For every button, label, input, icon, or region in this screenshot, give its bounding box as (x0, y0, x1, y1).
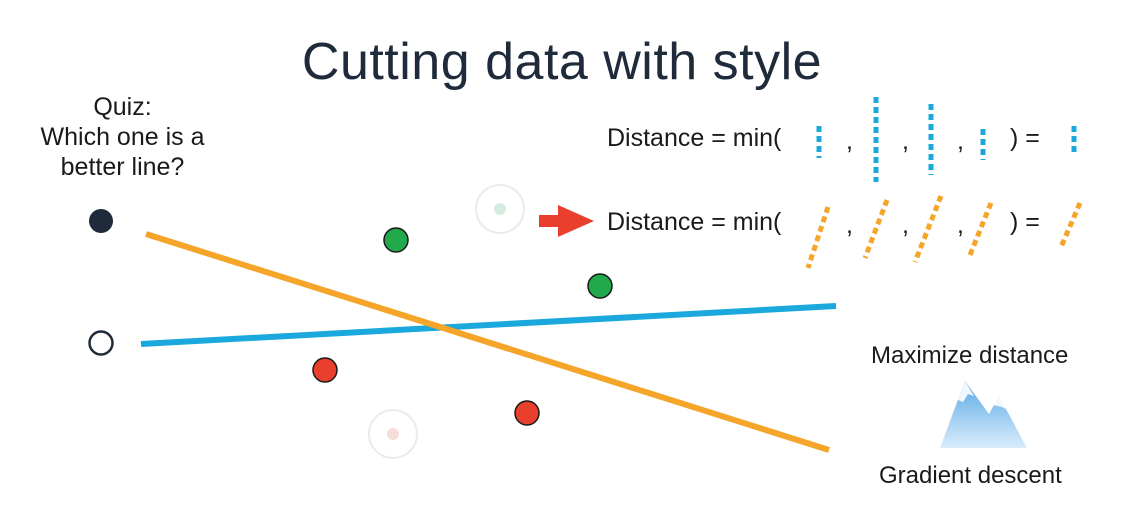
red-point (514, 400, 540, 426)
quiz-line-2: Which one is a (40, 123, 205, 151)
legend-filled-point (89, 209, 113, 233)
green-point (587, 273, 613, 299)
gradient-descent-label: Gradient descent (879, 462, 1062, 489)
maximize-distance-label: Maximize distance (871, 342, 1069, 369)
orange-distance-3 (912, 195, 944, 263)
comma-orange-2: , (902, 211, 909, 239)
blue-line (140, 303, 837, 347)
green-point (383, 227, 409, 253)
close-orange: ) = (1010, 208, 1040, 236)
right-arrow-icon (539, 205, 594, 237)
comma-orange-3: , (957, 211, 964, 239)
distance-label-orange: Distance = min( (607, 208, 782, 236)
quiz-line-3: better line? (60, 153, 185, 181)
comma-blue-3: , (957, 127, 964, 155)
faded-red-point (368, 409, 418, 459)
comma-orange-1: , (846, 211, 853, 239)
orange-line (145, 231, 830, 453)
comma-blue-1: , (846, 127, 853, 155)
orange-distance-4 (967, 202, 994, 256)
distance-label-blue: Distance = min( (607, 124, 782, 152)
orange-distance-1 (805, 206, 831, 269)
orange-distance-2 (862, 199, 890, 259)
quiz-text: Quiz: Which one is a better line? (20, 92, 225, 182)
close-blue: ) = (1010, 124, 1040, 152)
comma-blue-2: , (902, 127, 909, 155)
mountain-icon (940, 381, 1027, 448)
orange-distance-result (1058, 202, 1083, 248)
legend-empty-point (88, 330, 114, 356)
slide-title: Cutting data with style (301, 33, 823, 91)
quiz-line-1: Quiz: (93, 93, 152, 121)
red-point (312, 357, 338, 383)
faded-green-point (475, 184, 525, 234)
